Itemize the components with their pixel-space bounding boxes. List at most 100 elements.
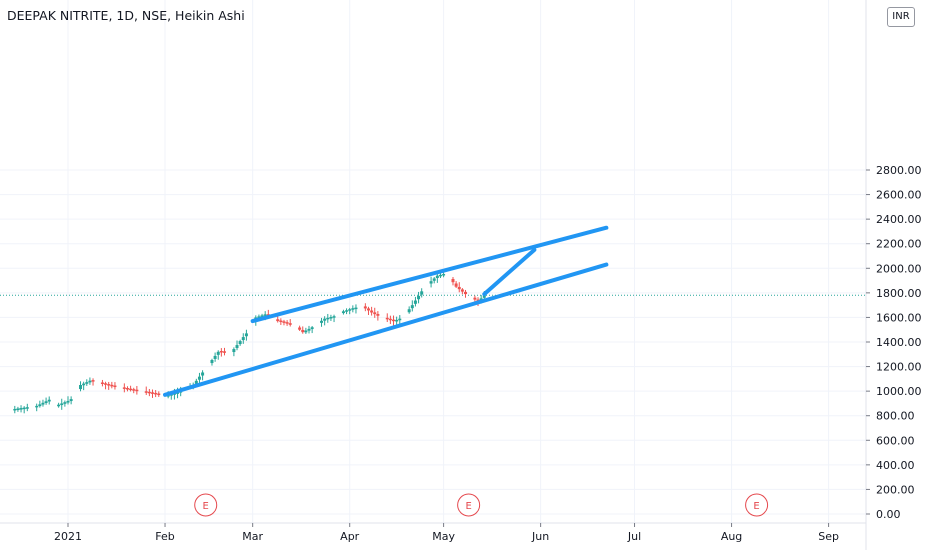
candle-body: [19, 408, 23, 410]
candle-body: [113, 385, 117, 388]
candle-body: [201, 372, 205, 376]
price-tick-label: 1200.00: [876, 361, 922, 374]
candle-body: [66, 400, 70, 403]
candle-body: [151, 392, 155, 394]
trendline-projection[interactable]: [482, 247, 537, 297]
candle-body: [454, 283, 458, 287]
candle-body: [38, 404, 42, 407]
time-axis[interactable]: 2021 Feb Mar Apr May Jun Jul Aug Sep: [54, 523, 839, 543]
candle-body: [288, 323, 292, 325]
trendline-upper-channel[interactable]: [250, 225, 609, 324]
price-tick-label: 2200.00: [876, 238, 922, 251]
candle-body: [157, 393, 161, 396]
candle-body: [457, 286, 461, 290]
candle-body: [417, 295, 421, 300]
candle-body: [304, 330, 308, 333]
candle-body: [326, 317, 330, 320]
candle-body: [100, 382, 104, 384]
candle-body: [329, 317, 333, 319]
candle-body: [110, 384, 114, 387]
candle-body: [363, 306, 367, 309]
candle-body: [413, 300, 417, 304]
candle-body: [307, 328, 311, 331]
candle-body: [194, 380, 198, 384]
earnings-circle[interactable]: [457, 493, 481, 517]
time-tick-label: Feb: [155, 530, 174, 543]
candle-body: [320, 320, 324, 323]
candle-body: [91, 380, 95, 382]
earnings-circle[interactable]: [194, 493, 218, 517]
candle-body: [460, 289, 464, 292]
candle-body: [219, 350, 223, 353]
price-tick-label: 2600.00: [876, 189, 922, 202]
candle-body: [16, 408, 20, 411]
earnings-label: E: [203, 501, 209, 512]
candle-body: [79, 384, 83, 390]
candle-body: [41, 402, 45, 405]
time-tick-label: Sep: [818, 530, 839, 543]
price-tick-label: 2800.00: [876, 164, 922, 177]
candle-body: [263, 314, 267, 316]
candle-body: [310, 327, 314, 330]
candle-body: [373, 312, 377, 315]
candle-body: [257, 316, 261, 318]
candle-body: [395, 319, 399, 322]
candle-body: [13, 408, 17, 411]
price-tick-label: 800.00: [876, 410, 915, 423]
candle-body: [323, 318, 327, 321]
candle-body: [345, 310, 349, 312]
candle-body: [25, 407, 29, 409]
candle-body: [22, 407, 26, 410]
candle-body: [276, 319, 280, 322]
candle-body: [122, 387, 126, 389]
earnings-marker[interactable]: E: [457, 493, 481, 517]
time-tick-label: Aug: [721, 530, 742, 543]
earnings-label: E: [465, 501, 471, 512]
candle-body: [298, 327, 302, 330]
candle-body: [410, 305, 414, 309]
candle-body: [366, 308, 370, 311]
candle-body: [244, 333, 248, 337]
candle-body: [63, 402, 67, 404]
candle-body: [464, 291, 468, 295]
candle-body: [82, 383, 86, 386]
candle-body: [279, 320, 283, 323]
candle-body: [354, 307, 358, 310]
candle-body: [301, 329, 305, 333]
candle-body: [135, 389, 139, 392]
earnings-label: E: [753, 501, 759, 512]
candle-body: [125, 388, 129, 390]
time-tick-label: 2021: [54, 530, 82, 543]
price-axis[interactable]: 0.00 200.00 400.00 600.00 800.00 1000.00 1200.…: [866, 164, 922, 521]
price-tick-label: 2400.00: [876, 213, 922, 226]
chart-title: DEEPAK NITRITE, 1D, NSE, Heikin Ashi: [7, 8, 245, 23]
candle-body: [432, 278, 436, 281]
candle-body: [35, 405, 39, 408]
trendline-lower-channel[interactable]: [163, 262, 609, 397]
candle-body: [147, 391, 151, 394]
grid: [0, 0, 866, 523]
candle-body: [482, 295, 486, 298]
candle-body: [435, 275, 439, 279]
candle-body: [129, 388, 133, 391]
earnings-circle[interactable]: [745, 493, 769, 517]
candle-body: [473, 297, 477, 300]
time-tick-label: Apr: [340, 530, 360, 543]
candle-body: [385, 317, 389, 320]
trendlines[interactable]: [163, 225, 609, 397]
time-tick-label: May: [432, 530, 455, 543]
candle-body: [216, 351, 220, 355]
candle-body: [241, 337, 245, 341]
earnings-marker[interactable]: E: [194, 493, 218, 517]
earnings-marker[interactable]: E: [745, 493, 769, 517]
candle-body: [107, 384, 111, 386]
time-tick-label: Jun: [531, 530, 549, 543]
candle-body: [341, 311, 345, 314]
candle-body: [376, 313, 380, 316]
currency-badge[interactable]: INR: [887, 7, 915, 27]
price-tick-label: 1000.00: [876, 385, 922, 398]
time-tick-label: Mar: [242, 530, 263, 543]
